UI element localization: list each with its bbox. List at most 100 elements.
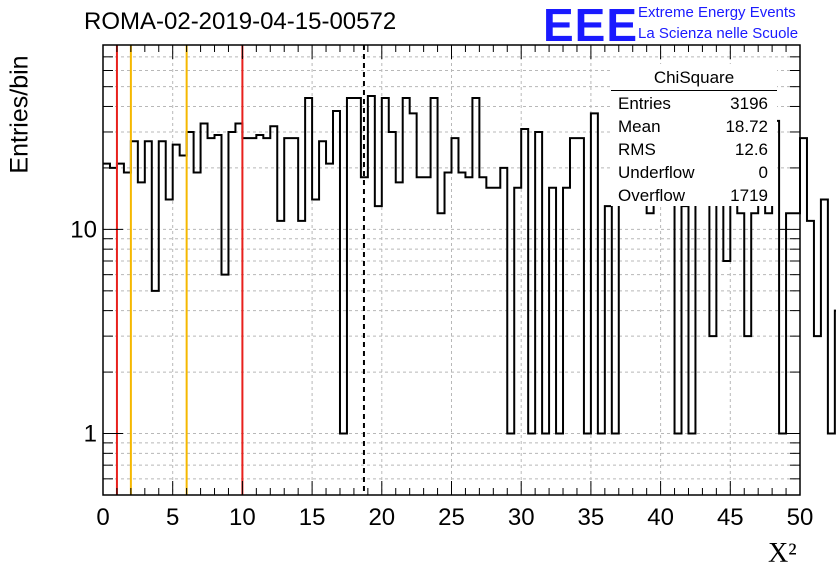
stats-underflow-label: Underflow xyxy=(618,163,695,182)
histogram-bin xyxy=(619,172,626,495)
x-tick-label: 20 xyxy=(368,504,395,531)
stats-rms-label: RMS xyxy=(618,140,656,159)
histogram-bin xyxy=(807,221,814,495)
histogram-bin xyxy=(633,168,640,495)
histogram-bin xyxy=(215,135,222,495)
histogram-bin xyxy=(458,172,465,495)
histogram-bin xyxy=(486,188,493,495)
histogram-bin xyxy=(319,141,326,495)
histogram-bin xyxy=(117,164,124,495)
histogram-bin xyxy=(152,291,159,495)
stats-box: ChiSquare Entries 3196 Mean 18.72 RMS 12… xyxy=(611,64,777,206)
histogram-bin xyxy=(765,213,772,495)
x-tick-label: 50 xyxy=(787,504,814,531)
histogram-bin xyxy=(124,172,131,495)
histogram-bin xyxy=(228,132,235,495)
histogram-bin xyxy=(354,98,361,495)
histogram-bin xyxy=(131,141,138,495)
histogram-bin xyxy=(110,168,117,495)
histogram-bin xyxy=(535,132,542,495)
histogram-bin xyxy=(242,138,249,495)
histogram-bin xyxy=(382,98,389,495)
histogram-bin xyxy=(180,156,187,495)
stats-rms-value: 12.6 xyxy=(734,140,768,159)
histogram-bin xyxy=(389,132,396,495)
histogram-bin xyxy=(263,138,270,495)
histogram-bin xyxy=(591,113,598,495)
x-tick-label: 10 xyxy=(229,504,256,531)
y-axis-label: Entries/bin xyxy=(5,55,34,174)
stats-mean-value: 18.72 xyxy=(725,117,768,136)
histogram-bin xyxy=(249,138,256,495)
histogram-bin xyxy=(305,98,312,495)
histogram-bin xyxy=(410,113,417,495)
eee-logo-mark: EEE xyxy=(543,0,639,51)
eee-logo-line-1: Extreme Energy Events xyxy=(638,4,796,21)
histogram-bin xyxy=(312,200,319,495)
histogram-bin xyxy=(256,135,263,495)
x-tick-label: 30 xyxy=(508,504,535,531)
x-tick-label: 25 xyxy=(438,504,465,531)
histogram-bin xyxy=(208,138,215,495)
stats-overflow-label: Overflow xyxy=(618,186,686,205)
histogram-bin xyxy=(333,111,340,495)
histogram-bin xyxy=(445,172,452,495)
grid-lines xyxy=(103,45,800,495)
stats-entries-label: Entries xyxy=(618,94,671,113)
stats-row-underflow: Underflow 0 xyxy=(618,163,768,185)
histogram-bin xyxy=(814,336,821,495)
histogram-bin xyxy=(737,213,744,495)
histogram-bin xyxy=(800,138,807,495)
histogram-bin xyxy=(723,261,730,495)
histogram-bin xyxy=(431,98,438,495)
y-axis: 1 10 xyxy=(70,56,800,480)
stats-underflow-value: 0 xyxy=(758,163,768,182)
histogram-bin xyxy=(277,221,284,495)
histogram-bin xyxy=(145,141,152,495)
histogram-bin xyxy=(291,138,298,495)
x-tick-label: 5 xyxy=(166,504,179,531)
histogram-bin xyxy=(493,188,500,495)
histogram-bin xyxy=(284,138,291,495)
histogram-bin xyxy=(577,138,584,495)
stats-entries-value: 3196 xyxy=(730,94,768,113)
histogram-bin xyxy=(500,168,507,495)
histogram-bin xyxy=(695,188,702,495)
x-axis: 0 5 10 15 20 25 30 35 40 45 50 xyxy=(96,45,813,531)
histogram-bin xyxy=(563,188,570,495)
y-tick-label: 1 xyxy=(84,421,97,448)
stats-title: ChiSquare xyxy=(653,68,735,87)
stats-divider xyxy=(611,90,777,91)
x-tick-label: 15 xyxy=(299,504,326,531)
histogram-bin xyxy=(828,434,835,495)
histogram-bin xyxy=(793,213,800,495)
histogram-bin xyxy=(744,336,751,495)
histogram-bin xyxy=(438,213,445,495)
stats-mean-label: Mean xyxy=(618,117,661,136)
histogram-bin xyxy=(347,98,354,495)
histogram-bin xyxy=(452,138,459,495)
histogram-bin xyxy=(235,124,242,495)
histogram-bin xyxy=(472,98,479,495)
histogram-bin xyxy=(368,96,375,495)
histogram-bin xyxy=(521,129,528,495)
histogram-bin xyxy=(221,275,228,495)
x-axis-label: Χ² xyxy=(768,538,797,569)
histogram-bin xyxy=(187,132,194,495)
x-tick-label: 0 xyxy=(96,504,109,531)
histogram-bin xyxy=(103,164,110,495)
x-tick-label: 45 xyxy=(717,504,744,531)
histogram-bin xyxy=(570,138,577,495)
histogram-bin xyxy=(194,172,201,495)
histogram-title: ROMA-02-2019-04-15-00572 xyxy=(84,8,397,35)
histogram-bin xyxy=(709,336,716,495)
histogram-bin xyxy=(166,200,173,495)
x-tick-label: 40 xyxy=(647,504,674,531)
stats-row-rms: RMS 12.6 xyxy=(618,140,768,162)
stats-row-entries: Entries 3196 xyxy=(618,94,768,116)
x-tick-label: 35 xyxy=(578,504,605,531)
histogram-bin xyxy=(751,213,758,495)
histogram-bin xyxy=(514,188,521,495)
eee-logo-line-2: La Scienza nelle Scuole xyxy=(638,25,799,42)
histogram-bin xyxy=(647,213,654,495)
